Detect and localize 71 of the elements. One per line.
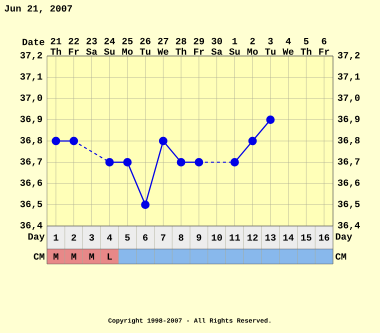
y2-tick-label: 36,6 (338, 179, 360, 188)
y2-tick-label: 36,7 (338, 158, 360, 166)
x2-tick-label: 22 Fr (68, 38, 79, 55)
x-tick-label: 16 (319, 234, 330, 241)
y-tick-label: 36,5 (20, 200, 42, 209)
chart-title: Jun 21, 2007 (4, 5, 72, 14)
point (248, 136, 257, 146)
x2-tick-label: 3 Tu (265, 38, 276, 55)
x2-tick-label: 23 Sa (86, 38, 98, 55)
point (266, 116, 275, 124)
x-tick-label: 1 (54, 234, 58, 241)
text: M (54, 253, 58, 260)
y-tick-label: 36,9 (20, 116, 42, 124)
x2-tick-label: 2 Mo (247, 38, 258, 55)
x-tick-label: 12 (248, 234, 258, 241)
point (123, 158, 132, 166)
x2-axis-title: Date (22, 38, 44, 46)
x-tick-label: 6 (143, 234, 148, 241)
text: M (71, 253, 76, 260)
x-tick-label: 15 (301, 234, 312, 241)
x-tick-label: 14 (283, 234, 294, 241)
text: L (108, 253, 112, 260)
y2-tick-label: 37,0 (338, 94, 360, 103)
y-tick-label: 37,1 (20, 73, 42, 82)
text: CM (336, 253, 346, 260)
y-tick-label: 37,2 (20, 52, 42, 60)
text: M (89, 253, 94, 260)
point (70, 136, 78, 146)
x2-tick-label: 25 Mo (122, 38, 133, 55)
x2-tick-label: 30 Sa (211, 38, 222, 55)
x2-tick-label: 4 We (282, 38, 294, 55)
x2-tick-label: 28 Th (176, 38, 186, 55)
point (52, 136, 60, 146)
point (176, 158, 186, 166)
y2-tick-label: 37,1 (338, 73, 360, 82)
point (105, 158, 114, 166)
x-tick-label: 5 (125, 234, 130, 241)
x2-tick-label: 1 Su (229, 38, 240, 55)
text: CM (34, 253, 44, 260)
point (141, 200, 150, 209)
x-tick-label: 2 (72, 234, 76, 241)
x2-tick-label: 6 Fr (319, 38, 330, 55)
x-tick-label: 11 (230, 234, 240, 241)
y2-tick-label: 36,5 (338, 200, 360, 209)
x-tick-label: 9 (196, 234, 202, 241)
y2-tick-label: 37,2 (338, 52, 360, 60)
x2-tick-label: 21 Th (50, 38, 62, 55)
x2-tick-label: 27 We (157, 38, 168, 55)
y-tick-label: 36,7 (20, 158, 42, 166)
x-tick-label: 8 (178, 234, 184, 241)
y-tick-label: 36,4 (20, 222, 42, 230)
x2-tick-label: 5 Th (300, 38, 312, 55)
x-tick-label: 3 (89, 234, 94, 241)
point (230, 158, 239, 166)
point (194, 158, 204, 166)
x2-tick-label: 24 Su (104, 38, 115, 55)
x2-tick-label: 26 Tu (140, 38, 150, 55)
text: Day (336, 233, 352, 242)
y2-tick-label: 36,8 (338, 136, 360, 146)
x-axis-title: Day (28, 233, 45, 242)
y2-tick-label: 36,9 (338, 116, 360, 124)
y-tick-label: 36,8 (20, 136, 42, 146)
y2-tick-label: 36,4 (338, 222, 360, 230)
x-tick-label: 4 (107, 234, 112, 241)
x-tick-label: 13 (265, 234, 276, 241)
x2-tick-label: 29 Fr (194, 38, 204, 55)
x-tick-label: 7 (160, 234, 166, 241)
point (158, 136, 168, 146)
y-tick-label: 37,0 (20, 94, 42, 103)
x-tick-label: 10 (212, 234, 222, 241)
y-tick-label: 36,6 (20, 179, 42, 188)
